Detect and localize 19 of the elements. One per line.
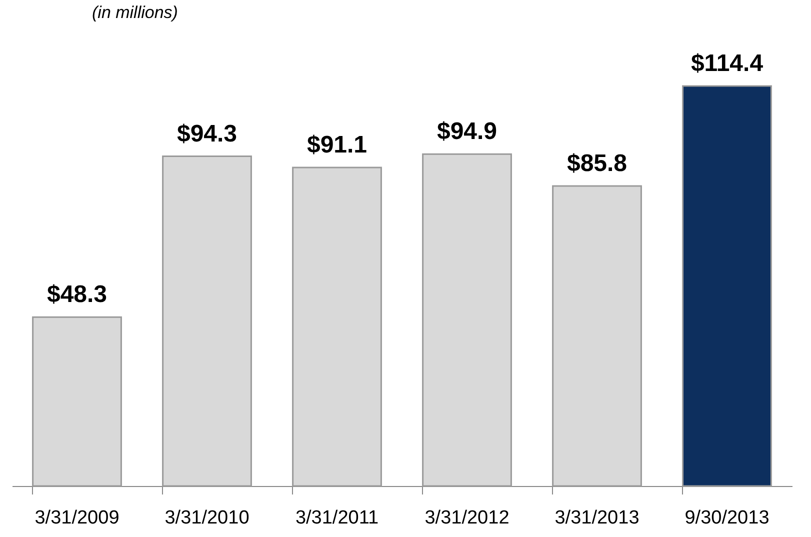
bar xyxy=(292,166,382,487)
x-tick-label: 3/31/2010 xyxy=(164,508,250,528)
x-tick-label: 9/30/2013 xyxy=(684,508,770,528)
bar xyxy=(682,85,772,487)
data-label: $85.8 xyxy=(566,150,628,177)
x-tick-label: 3/31/2013 xyxy=(554,508,640,528)
bar xyxy=(552,185,642,487)
bar xyxy=(422,153,512,487)
bar xyxy=(162,156,252,487)
data-label: $114.4 xyxy=(690,50,764,77)
x-tick-label: 3/31/2011 xyxy=(295,508,379,528)
data-label: $48.3 xyxy=(46,281,108,308)
text: (in millions) xyxy=(92,3,178,22)
data-label: $94.3 xyxy=(176,120,238,148)
data-label: $91.1 xyxy=(306,131,368,158)
bar xyxy=(32,316,122,487)
x-tick-label: 3/31/2012 xyxy=(424,508,510,528)
x-tick-label: 3/31/2009 xyxy=(34,508,120,528)
data-label: $94.9 xyxy=(436,118,498,146)
